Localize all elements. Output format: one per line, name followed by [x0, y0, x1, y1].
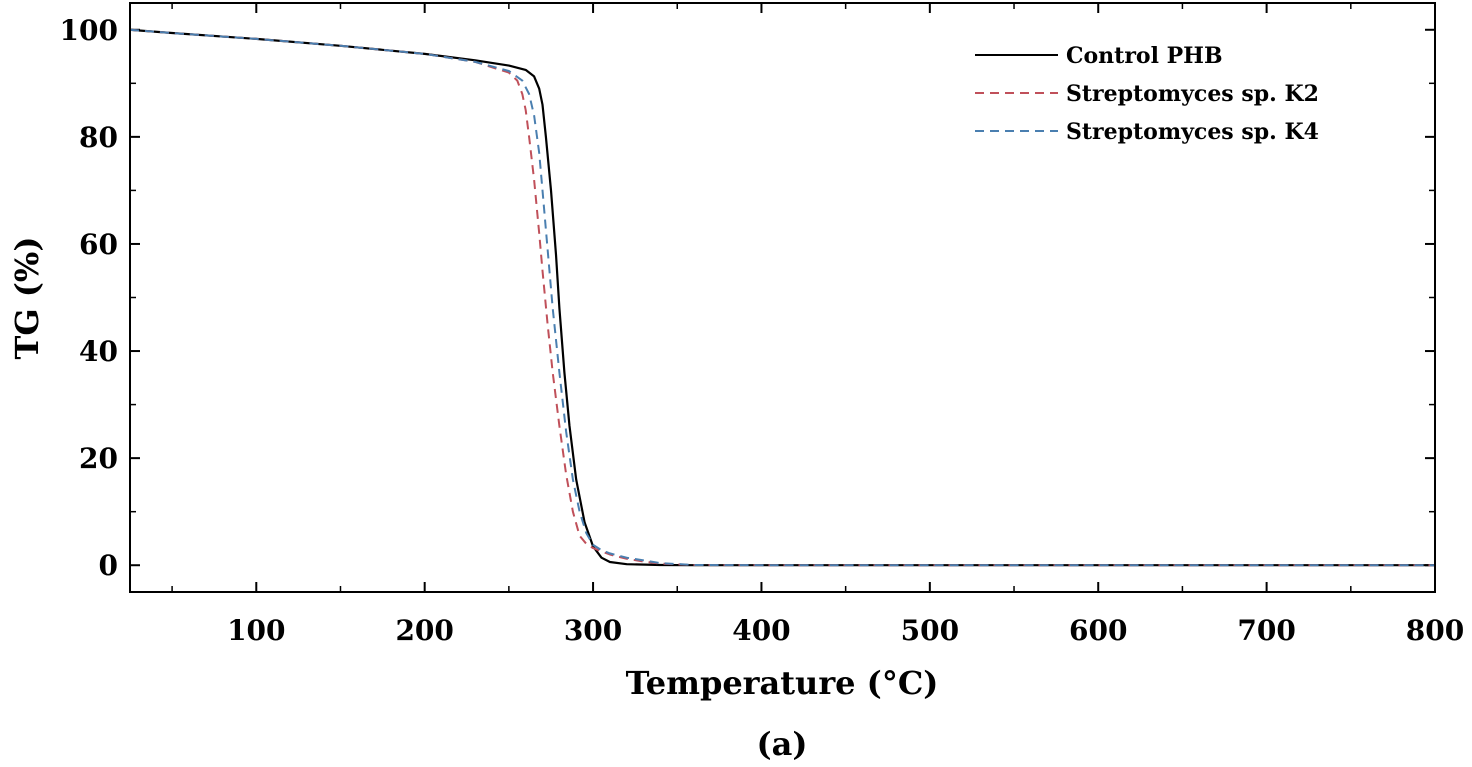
x-tick-label: 500 [901, 614, 959, 647]
x-tick-label: 200 [395, 614, 453, 647]
y-tick-label: 60 [79, 228, 118, 261]
x-tick-label: 700 [1237, 614, 1295, 647]
legend-label-streptomyces-sp-k2: Streptomyces sp. K2 [1066, 81, 1319, 107]
series-area [131, 28, 1434, 567]
series-line-streptomyces-sp-k2 [131, 28, 1434, 567]
legend-label-control-phb: Control PHB [1066, 43, 1223, 69]
y-tick-label: 80 [79, 121, 118, 154]
axis-ticks [130, 3, 1436, 592]
y-tick-label: 100 [60, 14, 118, 47]
x-tick-label: 100 [227, 614, 285, 647]
figure-caption: (a) [756, 725, 807, 763]
x-tick-label: 300 [564, 614, 622, 647]
x-axis-title: Temperature (°C) [626, 664, 939, 702]
series-line-streptomyces-sp-k4 [131, 28, 1434, 567]
x-tick-label: 600 [1069, 614, 1127, 647]
y-tick-label: 40 [79, 335, 118, 368]
tick-labels: 100 200 300 400 500 600 700 800 0 20 40 60 80 100 [60, 14, 1465, 647]
legend: Control PHB Streptomyces sp. K2 Streptomyc… [975, 43, 1319, 145]
y-tick-label: 0 [99, 549, 118, 582]
x-tick-label: 800 [1406, 614, 1464, 647]
y-tick-label: 20 [79, 442, 118, 475]
x-tick-label: 400 [732, 614, 790, 647]
legend-label-streptomyces-sp-k4: Streptomyces sp. K4 [1066, 119, 1319, 145]
y-axis-title: TG (%) [8, 237, 46, 360]
series-line-control-phb [131, 28, 1434, 567]
